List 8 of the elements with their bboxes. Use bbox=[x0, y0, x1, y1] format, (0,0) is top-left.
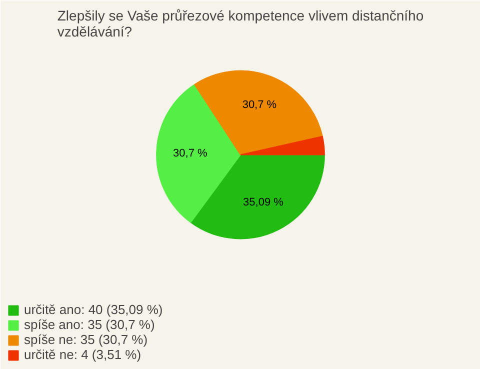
legend-label: určitě ano: 40 (35,09 %) bbox=[24, 302, 163, 317]
chart-title: Zlepšily se Vaše průřezové kompetence vlivem distančního vzdělávání? bbox=[57, 8, 424, 40]
data-label: 30,7 % bbox=[173, 147, 208, 160]
legend-label: spíše ne: 35 (30,7 %) bbox=[24, 332, 148, 347]
data-label: 35,09 % bbox=[243, 196, 284, 209]
legend-label: spíše ano: 35 (30,7 %) bbox=[24, 317, 155, 332]
data-label: 30,7 % bbox=[242, 98, 277, 111]
legend-label: určitě ne: 4 (3,51 %) bbox=[24, 347, 142, 362]
